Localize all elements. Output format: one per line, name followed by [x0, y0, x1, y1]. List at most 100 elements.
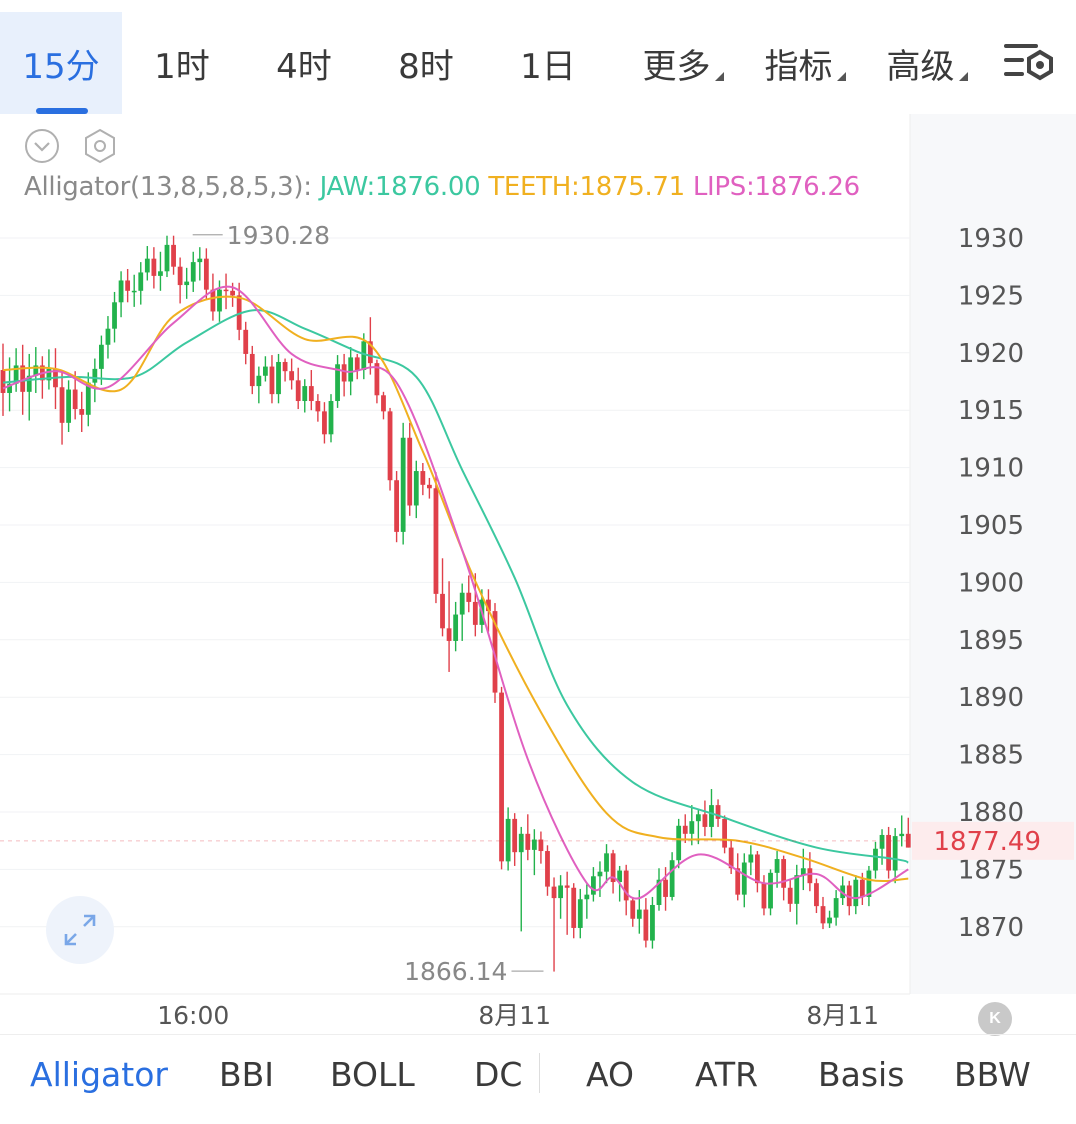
indicator-tab-boll[interactable]: BOLL [330, 1055, 415, 1094]
candle-body [781, 859, 787, 888]
tab-15min[interactable]: 15分 [0, 12, 122, 114]
candle-body [873, 848, 878, 871]
y-tick-label: 1905 [958, 511, 1024, 541]
candle-body [374, 363, 380, 396]
candle-body [899, 833, 905, 837]
candle-body [131, 290, 137, 293]
candle-body [531, 839, 537, 850]
candle-body [623, 870, 629, 901]
candle-body [440, 593, 445, 629]
teeth-line [2, 295, 909, 883]
jaw-line [2, 309, 909, 864]
chevron-down-circle-icon[interactable] [24, 128, 60, 164]
candle-body [302, 386, 308, 402]
indicator-tab-dc[interactable]: DC [474, 1055, 523, 1094]
candle-body [636, 909, 642, 919]
candle-body [656, 879, 662, 905]
candle-body [433, 488, 439, 594]
candle-body [728, 847, 734, 869]
indicator-divider [539, 1053, 540, 1093]
candle-body [617, 870, 623, 883]
tab-1h[interactable]: 1时 [132, 12, 232, 114]
candle-body [689, 821, 695, 834]
candle-body [853, 879, 859, 907]
low-price-label: 1866.14 [404, 957, 507, 986]
candle-body [26, 375, 32, 392]
candle-body [322, 411, 327, 435]
indicator-tab-bbw[interactable]: BBW [954, 1055, 1031, 1094]
candle-body [472, 601, 478, 625]
candle-body [13, 365, 19, 384]
more-dropdown[interactable]: 更多 [628, 12, 738, 114]
tab-8h[interactable]: 8时 [376, 12, 476, 114]
tab-1d[interactable]: 1日 [498, 12, 598, 114]
current-price-label: 1877.49 [933, 827, 1041, 857]
candle-body [695, 814, 701, 822]
dropdown-caret-icon [958, 71, 968, 81]
y-tick-label: 1875 [958, 855, 1024, 885]
high-price-label: 1930.28 [227, 221, 330, 250]
candle-body [525, 833, 531, 850]
candle-body [571, 887, 577, 928]
candle-body [892, 836, 898, 871]
candle-body [833, 898, 839, 918]
hexagon-settings-icon[interactable] [82, 128, 118, 164]
candle-body [118, 280, 124, 303]
candle-body [492, 611, 498, 693]
candle-body [768, 872, 773, 909]
indicators-dropdown[interactable]: 指标 [750, 12, 860, 114]
candle-body [820, 906, 826, 924]
candle-body [171, 244, 176, 267]
candle-body [236, 295, 242, 330]
candle-body [735, 868, 741, 895]
lips-line [2, 285, 909, 900]
lips-value: LIPS:1876.26 [692, 172, 860, 202]
candle-body [112, 302, 117, 329]
advanced-dropdown[interactable]: 高级 [872, 12, 982, 114]
candle-body [158, 271, 163, 276]
indicator-tab-alligator[interactable]: Alligator [30, 1055, 168, 1094]
indicator-tab-bbi[interactable]: BBI [219, 1055, 275, 1094]
expand-button[interactable] [46, 896, 114, 964]
y-tick-label: 1925 [958, 281, 1024, 311]
timeframe-bar: 15分 1时 4时 8时 1日 更多 指标 高级 [0, 0, 1076, 114]
candle-body [0, 370, 6, 393]
chart-settings-icon[interactable] [1002, 40, 1056, 86]
candle-body [348, 357, 354, 382]
indicator-tab-atr[interactable]: ATR [695, 1055, 759, 1094]
candle-body [459, 592, 465, 615]
expand-icon [64, 914, 96, 946]
candle-body [223, 289, 229, 292]
candle-body [755, 854, 760, 884]
alligator-legend: Alligator(13,8,5,8,5,3): JAW:1876.00 TEE… [24, 172, 860, 202]
candle-body [177, 266, 183, 286]
k-icon[interactable]: K [978, 1002, 1012, 1036]
indicator-tab-ao[interactable]: AO [586, 1055, 634, 1094]
dropdown-caret-icon [836, 71, 846, 81]
candle-body [741, 862, 747, 895]
candle-body [584, 894, 590, 900]
candle-body [72, 389, 78, 410]
candle-body [663, 879, 668, 897]
candle-body [341, 364, 347, 382]
tab-4h[interactable]: 4时 [254, 12, 354, 114]
candle-body [420, 471, 426, 485]
candle-body [164, 244, 170, 272]
candle-body [564, 885, 570, 888]
indicator-tab-basis[interactable]: Basis [818, 1055, 905, 1094]
candle-body [866, 870, 872, 897]
candle-body [879, 834, 885, 849]
candle-body [715, 805, 721, 819]
candle-body [702, 814, 708, 827]
current-price-tag [912, 821, 1074, 860]
candle-body [381, 395, 386, 412]
candle-body [138, 272, 144, 291]
tab-label: 4时 [276, 46, 332, 87]
candle-body [846, 885, 852, 907]
candlestick-chart[interactable]: 1930 1925 1920 1915 1910 1905 1900 1895 1890 1885… [0, 0, 1076, 1034]
candle-body [676, 825, 682, 861]
candle-body [394, 480, 399, 532]
dropdown-caret-icon [714, 71, 724, 81]
candle-body [361, 341, 367, 371]
y-tick-label: 1885 [958, 741, 1024, 771]
